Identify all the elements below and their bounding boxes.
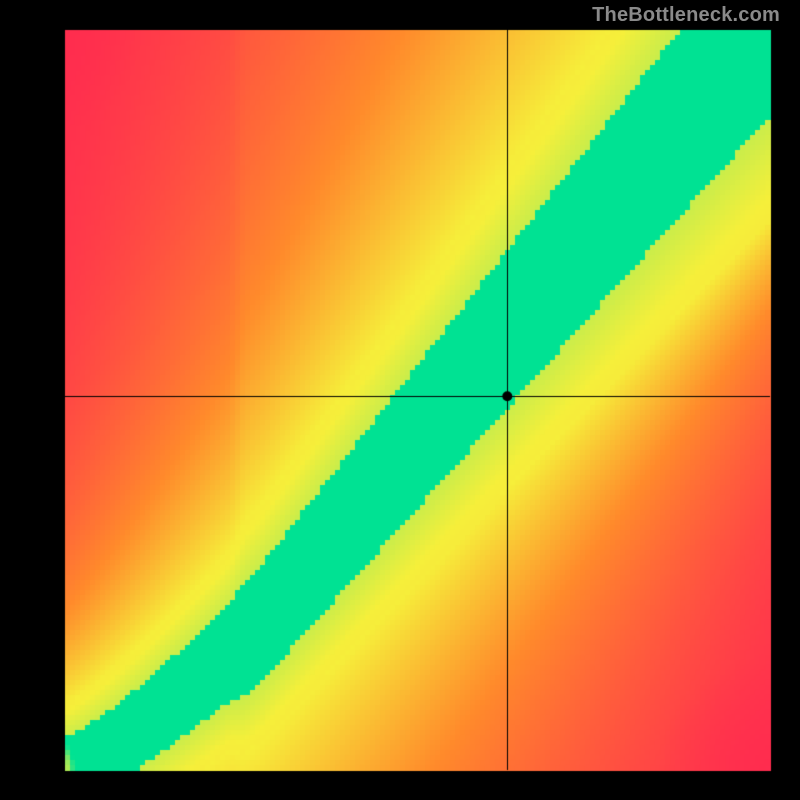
watermark-text: TheBottleneck.com bbox=[592, 4, 780, 27]
chart-container: TheBottleneck.com bbox=[0, 0, 800, 800]
heatmap-canvas bbox=[0, 0, 800, 800]
